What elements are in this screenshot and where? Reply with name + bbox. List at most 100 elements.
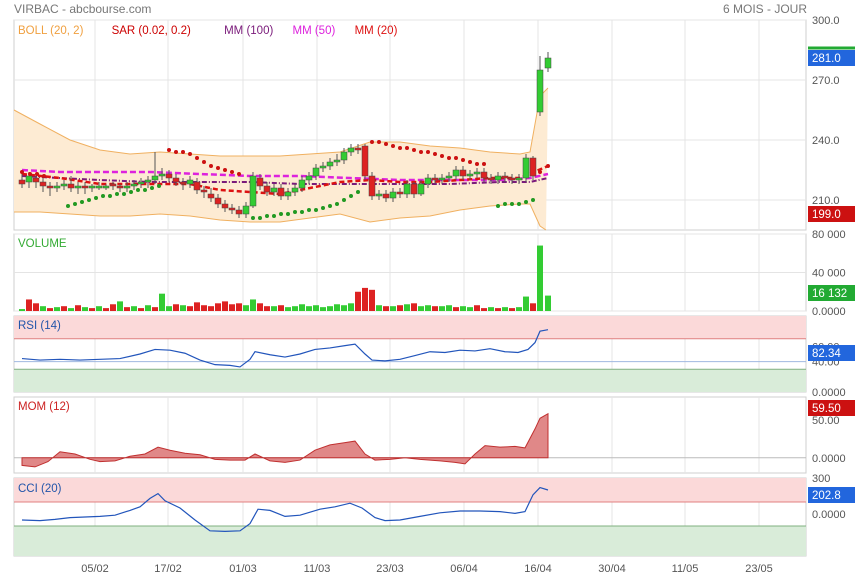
sar-dot [391, 144, 395, 148]
candle-body [417, 183, 425, 195]
y-tick-label: 50.00 [812, 415, 840, 427]
y-tick-label: 300 [812, 473, 830, 485]
volume-bar [460, 306, 466, 311]
volume-bar [530, 303, 536, 311]
mom-badge: 59.50 [812, 403, 841, 415]
sar-dot [370, 140, 374, 144]
sar-dot [349, 194, 353, 198]
volume-bar [110, 304, 116, 311]
x-tick-label: 16/04 [524, 563, 552, 575]
y-tick-label: 240.0 [812, 135, 840, 147]
candle-body [508, 177, 516, 181]
volume-bar [40, 306, 46, 311]
sar-dot [307, 208, 311, 212]
candle-body [536, 69, 544, 113]
sar-dot [66, 204, 70, 208]
low-price-badge-bg [808, 206, 855, 222]
sar-dot [321, 206, 325, 210]
legend-entry: BOLL (20, 2) [18, 25, 84, 37]
x-tick-label: 01/03 [229, 563, 257, 575]
volume-bar [138, 308, 144, 311]
candle-body [158, 173, 166, 177]
volume-bar [425, 305, 431, 311]
volume-bar [103, 308, 109, 311]
volume-badge-bg [808, 285, 855, 301]
volume-bar [33, 303, 39, 311]
candle-body [354, 147, 362, 151]
sar-dot [356, 190, 360, 194]
candle-body [193, 181, 201, 191]
candle-body [529, 157, 537, 177]
volume-bar [117, 301, 123, 311]
volume-bar [264, 306, 270, 311]
y-tick-label: 0.0000 [812, 509, 846, 521]
sar-dot [181, 150, 185, 154]
volume-bar [285, 307, 291, 311]
sar-dot [129, 190, 133, 194]
candle-body [228, 207, 236, 211]
sar-dot [510, 202, 514, 206]
rsi-badge: 82.34 [812, 348, 841, 360]
sar-dot [237, 172, 241, 176]
volume-bar [474, 305, 480, 311]
momentum-area [21, 412, 549, 468]
sar-dot [328, 204, 332, 208]
sar-dot [286, 212, 290, 216]
sar-dot [440, 154, 444, 158]
candle-body [473, 171, 481, 175]
mom-title: MOM (12) [18, 401, 70, 413]
volume-bar [194, 302, 200, 311]
sar-dot [447, 156, 451, 160]
volume-bar [432, 306, 438, 311]
candle-body [256, 177, 264, 187]
cci-badge: 202.8 [812, 490, 841, 502]
candle-body [270, 187, 278, 193]
volume-bar [418, 306, 424, 311]
sar-dot [73, 202, 77, 206]
sar-dot [80, 200, 84, 204]
candle-body [137, 181, 145, 185]
sar-dot [167, 148, 171, 152]
candle-body [445, 175, 453, 179]
y-tick-label: 80 000 [812, 229, 846, 241]
sar-dot [20, 170, 24, 174]
candle-body [25, 175, 33, 183]
candle-body [333, 159, 341, 163]
volume-bar [19, 309, 25, 311]
sar-dot [433, 152, 437, 156]
sar-dot [412, 148, 416, 152]
candle-body [452, 169, 460, 177]
volume-bar [369, 289, 375, 311]
x-tick-label: 23/05 [745, 563, 773, 575]
last-price-badge-bg [808, 50, 855, 66]
volume-bar [545, 295, 551, 311]
candle-body [32, 177, 40, 183]
volume-bar [306, 306, 312, 311]
volume-title: VOLUME [18, 238, 67, 250]
candle-body [305, 175, 313, 181]
cci-line [21, 486, 549, 533]
volume-bar [488, 307, 494, 311]
sar-dot [405, 146, 409, 150]
candle-body [116, 185, 124, 189]
candle-body [172, 177, 180, 183]
x-tick-label: 06/04 [450, 563, 478, 575]
candle-body [200, 189, 208, 193]
bollinger-upper [13, 87, 549, 157]
candle-body [284, 191, 292, 197]
volume-bar [250, 299, 256, 311]
volume-bar [362, 287, 368, 311]
volume-bar [271, 306, 277, 311]
rsi-badge-bg [808, 345, 855, 361]
sar-dot [419, 150, 423, 154]
sar-dot [377, 140, 381, 144]
candle-body [109, 183, 117, 187]
candle-body [438, 177, 446, 181]
sar-dot [94, 196, 98, 200]
volume-bar [152, 307, 158, 311]
sar-dot [426, 150, 430, 154]
x-tick-label: 30/04 [598, 563, 626, 575]
candle-body [46, 185, 54, 189]
candle-body [382, 193, 390, 199]
